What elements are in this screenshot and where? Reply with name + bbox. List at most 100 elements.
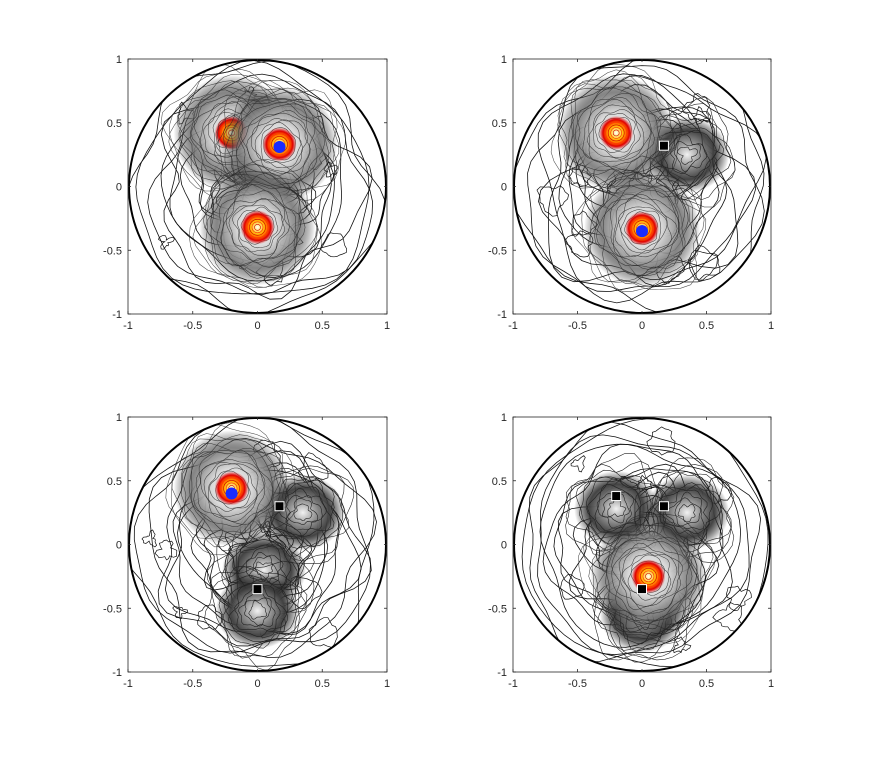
- contour-line: [211, 566, 308, 657]
- contour-line: [725, 585, 752, 611]
- contour-line: [228, 198, 285, 256]
- contour-line: [254, 119, 303, 168]
- contour-line: [637, 565, 660, 588]
- contour-line: [232, 204, 284, 253]
- hot-spot: [240, 210, 275, 245]
- contour-line: [658, 484, 714, 544]
- contour-line: [217, 80, 338, 203]
- subplot-4: -1 -0.5 0 0.5 1 -1 -0.5 0 0.5 1: [488, 412, 774, 690]
- contour-line: [677, 146, 698, 165]
- y-tick-label: 0: [116, 540, 122, 552]
- contour-line: [596, 184, 684, 268]
- x-tick-label: -1: [123, 678, 133, 690]
- contour-line: [133, 418, 371, 654]
- contour-line: [557, 463, 710, 631]
- contour-line: [640, 568, 657, 585]
- contour-line: [537, 73, 768, 292]
- contour-line: [587, 104, 645, 160]
- contour-line: [651, 482, 722, 547]
- contour-line: [308, 617, 338, 648]
- x-tick-label: 0.5: [699, 678, 714, 690]
- contour-line: [576, 86, 661, 175]
- contour-line: [129, 60, 386, 313]
- contour-line: [611, 537, 693, 617]
- x-tick-label: -0.5: [183, 678, 202, 690]
- contour-line: [203, 461, 259, 518]
- contour-line: [613, 194, 678, 258]
- contour-line: [236, 99, 331, 194]
- contour-line: [240, 109, 316, 181]
- contour-line: [170, 423, 297, 556]
- contour-line: [165, 421, 288, 548]
- contour-line: [287, 498, 319, 526]
- contour-line: [285, 495, 323, 531]
- y-tick-label: -1: [112, 667, 122, 679]
- circle-marker: [636, 225, 648, 238]
- y-tick-label: 0.5: [107, 476, 122, 488]
- x-tick-label: 0.5: [315, 320, 330, 332]
- contour-line: [605, 122, 628, 144]
- y-tick-label: 0.5: [492, 476, 507, 488]
- contour-line: [592, 109, 641, 159]
- contour-line: [205, 183, 301, 279]
- contour-line: [320, 232, 347, 258]
- contour-line: [662, 489, 710, 535]
- contour-line: [605, 536, 689, 622]
- contour-line: [611, 541, 681, 614]
- contour-line: [677, 504, 696, 523]
- contour-line: [147, 73, 374, 296]
- contour-line: [527, 65, 765, 304]
- y-tick-label: 1: [501, 54, 507, 66]
- y-tick-label: 0: [116, 182, 122, 194]
- contour-line: [627, 554, 670, 596]
- contour-line: [244, 597, 271, 627]
- contour-line: [673, 636, 692, 654]
- contour-line: [251, 221, 264, 234]
- contour-line: [591, 515, 704, 631]
- y-tick-label: -1: [112, 309, 122, 321]
- contour-line: [293, 503, 313, 522]
- contour-line: [618, 542, 683, 610]
- y-tick-label: -1: [497, 667, 507, 679]
- contour-line: [612, 129, 620, 137]
- contour-line: [606, 531, 699, 624]
- contour-line: [193, 449, 273, 527]
- contour-line: [642, 471, 732, 553]
- square-marker: [658, 501, 669, 512]
- y-tick-label: -1: [497, 309, 507, 321]
- contour-line: [220, 183, 298, 267]
- contour-line: [260, 121, 302, 164]
- contour-line: [192, 164, 319, 288]
- contour-line: [689, 244, 721, 280]
- contour-line: [141, 529, 158, 548]
- x-tick-label: 0: [254, 320, 260, 332]
- contour-line: [209, 467, 251, 509]
- contour-line: [536, 185, 569, 217]
- contour-line: [203, 172, 306, 277]
- contour-line: [237, 206, 279, 249]
- subplots: -1 -0.5 0 0.5 1 -1 -0.5 0 0.5 1 -1 -0.5 0 0.5 1 -1 -0.5 0…: [103, 54, 774, 690]
- contour-line: [528, 421, 762, 663]
- contour-field: [514, 60, 768, 313]
- y-tick-label: 0: [501, 182, 507, 194]
- contour-field: [521, 418, 769, 668]
- contour-line: [189, 443, 281, 542]
- y-tick-label: 0: [501, 540, 507, 552]
- contour-line: [236, 103, 318, 184]
- contour-line: [246, 112, 311, 176]
- contour-line: [181, 433, 290, 548]
- contour-line: [172, 462, 340, 636]
- contour-line: [578, 514, 714, 644]
- contour-line: [560, 573, 585, 600]
- contour-line: [148, 437, 377, 659]
- x-tick-label: 0.5: [315, 678, 330, 690]
- square-marker: [274, 501, 285, 512]
- contour-line: [200, 458, 266, 522]
- contour-line: [664, 491, 705, 530]
- contour-line: [581, 168, 702, 293]
- contour-line: [204, 560, 307, 671]
- y-tick-label: -0.5: [103, 245, 122, 257]
- hot-spot: [599, 115, 634, 150]
